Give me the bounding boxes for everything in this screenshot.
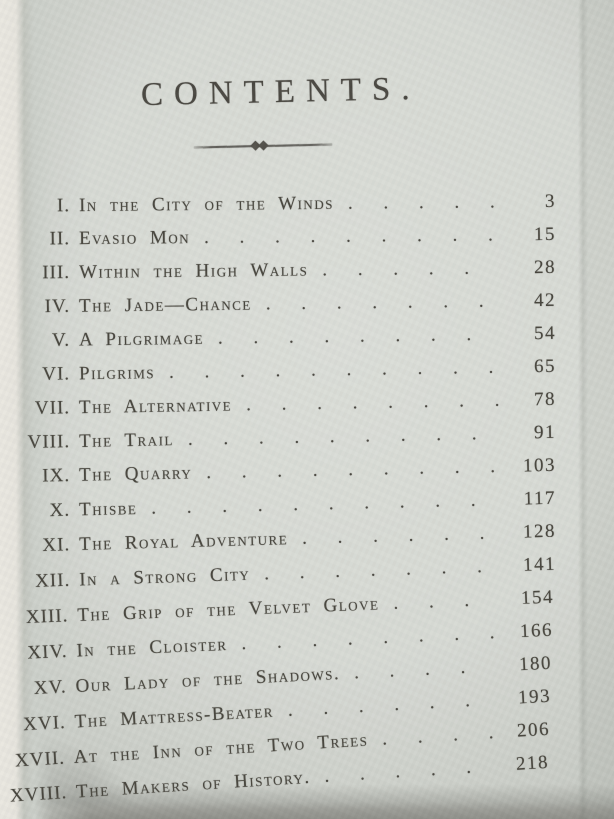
- chapter-numeral: XV.: [33, 676, 68, 699]
- dot-leader: . . . . . . . . . . . . . . . . . . . . …: [204, 224, 500, 248]
- chapter-title: The Grip of the Velvet Glove: [76, 593, 380, 626]
- chapter-numeral: XIV.: [26, 640, 68, 664]
- page-number: 78: [533, 388, 557, 411]
- page-number: 65: [533, 355, 557, 378]
- chapter-title: The Jade—Chance: [78, 293, 252, 317]
- toc-row: X. Thisbe . . . . . . . . . . . . . . . …: [16, 488, 556, 521]
- chapter-title: The Trail: [78, 429, 175, 452]
- toc-row: VIII. The Trail . . . . . . . . . . . . …: [16, 421, 557, 453]
- page-title: CONTENTS.: [140, 70, 422, 114]
- chapter-numeral: III.: [42, 261, 71, 284]
- dot-leader: . . . . . . . . . . . . . . . . . . . . …: [245, 389, 500, 416]
- page-number: 28: [533, 256, 557, 279]
- chapter-numeral: X.: [49, 499, 71, 522]
- dot-leader: . . . . . . . . . . . . . . . . . . . . …: [217, 324, 500, 349]
- chapter-numeral: XVIII.: [9, 782, 68, 807]
- page-number: 91: [533, 421, 557, 444]
- toc-row: IV. The Jade—Chance . . . . . . . . . . …: [16, 289, 557, 318]
- toc-row: XII. In a Strong City . . . . . . . . . …: [16, 553, 557, 592]
- chapter-numeral: II.: [49, 228, 71, 250]
- page-number: 42: [533, 289, 557, 312]
- page-number: 193: [517, 685, 552, 709]
- chapter-numeral: XI.: [42, 534, 71, 557]
- toc-row: I. In the City of the Winds . . . . . . …: [16, 191, 556, 216]
- page-number: 154: [520, 586, 555, 609]
- page-number: 117: [523, 487, 557, 510]
- chapter-title: The Mattress-Beater: [74, 700, 275, 733]
- chapter-title: Evasio Mon: [78, 227, 191, 250]
- chapter-title: In a Strong City: [78, 563, 251, 591]
- chapter-numeral: XVII.: [14, 747, 66, 772]
- toc-row: XIII. The Grip of the Velvet Glove . . .…: [14, 586, 555, 628]
- dot-leader: . . . . . . . . . . . . . . . . . . . . …: [310, 755, 494, 788]
- toc-row: II. Evasio Mon . . . . . . . . . . . . .…: [16, 223, 557, 250]
- page-number: 141: [522, 553, 557, 576]
- chapter-title: At the Inn of the Two Trees: [73, 729, 369, 768]
- page-number: 206: [516, 718, 551, 742]
- table-of-contents: I. In the City of the Winds . . . . . . …: [9, 191, 557, 807]
- dot-leader: . . . . . . . . . . . . . . . . . . . . …: [273, 689, 495, 723]
- toc-row: V. A Pilgrimage . . . . . . . . . . . . …: [16, 323, 556, 351]
- toc-row: VI. Pilgrims . . . . . . . . . . . . . .…: [16, 355, 557, 385]
- chapter-numeral: VIII.: [27, 431, 71, 453]
- dot-leader: . . . . . . . . . . . . . . . . . . . . …: [347, 191, 500, 214]
- chapter-numeral: XII.: [34, 569, 71, 592]
- chapter-title: A Pilgrimage: [78, 327, 205, 351]
- chapter-title: Within the High Walls: [78, 259, 309, 283]
- chapter-numeral: XVI.: [22, 711, 67, 736]
- dot-leader: . . . . . . . . . . . . . . . . . . . . …: [151, 489, 500, 519]
- page-number: 103: [522, 454, 557, 477]
- chapter-numeral: VI.: [42, 363, 71, 385]
- dot-leader: . . . . . . . . . . . . . . . . . . . . …: [206, 456, 500, 484]
- chapter-numeral: I.: [56, 195, 71, 217]
- chapter-numeral: V.: [51, 329, 71, 351]
- page-number: 218: [515, 751, 550, 775]
- chapter-numeral: IV.: [44, 295, 71, 318]
- dot-leader: . . . . . . . . . . . . . . . . . . . . …: [265, 290, 501, 315]
- chapter-numeral: XIII.: [25, 605, 69, 628]
- divider-ornament: [193, 140, 333, 153]
- toc-row: III. Within the High Walls . . . . . . .…: [16, 257, 556, 283]
- chapter-title: The Makers of History.: [75, 766, 312, 803]
- dot-leader: . . . . . . . . . . . . . . . . . . . . …: [187, 423, 501, 450]
- page-number: 180: [518, 652, 553, 676]
- chapter-title: The Quarry: [78, 462, 193, 486]
- toc-row: XI. The Royal Adventure . . . . . . . . …: [16, 521, 556, 556]
- page-number: 166: [519, 619, 554, 643]
- dot-leader: . . . . . . . . . . . . . . . . . . . . …: [379, 589, 499, 616]
- chapter-title: Our Lady of the Shadows.: [75, 663, 341, 697]
- page-number: 54: [533, 322, 557, 345]
- dot-leader: . . . . . . . . . . . . . . . . . . . . …: [322, 257, 500, 281]
- toc-row: IX. The Quarry . . . . . . . . . . . . .…: [16, 454, 557, 487]
- dot-leader: . . . . . . . . . . . . . . . . . . . . …: [240, 622, 498, 655]
- dot-leader: . . . . . . . . . . . . . . . . . . . . …: [301, 522, 501, 549]
- dot-leader: . . . . . . . . . . . . . . . . . . . . …: [168, 356, 500, 383]
- dot-leader: . . . . . . . . . . . . . . . . . . . . …: [368, 722, 495, 751]
- toc-row: VII. The Alternative . . . . . . . . . .…: [16, 388, 557, 419]
- ornament-diamond-icon: [258, 140, 269, 151]
- chapter-title: The Royal Adventure: [78, 528, 289, 556]
- dot-leader: . . . . . . . . . . . . . . . . . . . . …: [263, 556, 501, 585]
- chapter-numeral: IX.: [42, 464, 71, 487]
- chapter-title: Thisbe: [78, 497, 138, 521]
- dot-leader: . . . . . . . . . . . . . . . . . . . . …: [340, 655, 497, 685]
- chapter-title: The Alternative: [78, 394, 233, 419]
- page-number: 3: [544, 190, 557, 213]
- chapter-numeral: VII.: [34, 397, 71, 419]
- chapter-title: In the Cloister: [76, 633, 228, 662]
- chapter-title: Pilgrims: [78, 362, 156, 385]
- page-number: 15: [533, 223, 557, 246]
- chapter-title: In the City of the Winds: [78, 192, 334, 217]
- page-number: 128: [522, 520, 557, 543]
